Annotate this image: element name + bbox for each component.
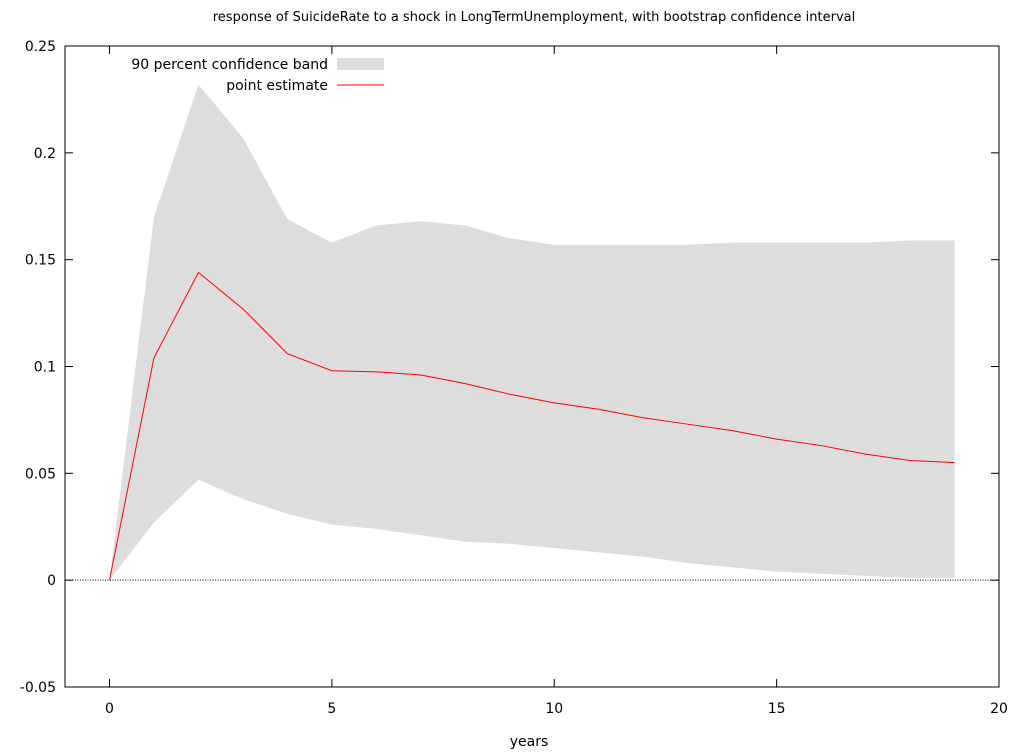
legend: 90 percent confidence band point estimat… [131, 57, 384, 94]
legend-label-confidence-band: 90 percent confidence band [131, 57, 328, 73]
y-tick-label: -0.05 [20, 680, 56, 696]
x-tick-label: 5 [327, 701, 336, 717]
y-tick-label: 0.05 [25, 466, 56, 482]
y-tick-label: 0.15 [25, 253, 56, 269]
x-tick-label: 10 [545, 701, 563, 717]
y-tick-label: 0.25 [25, 39, 56, 55]
x-tick-label: 15 [768, 701, 786, 717]
y-tick-label: 0.2 [34, 146, 56, 162]
x-tick-label: 20 [990, 701, 1008, 717]
x-axis-label: years [510, 734, 549, 750]
confidence-band-area [109, 84, 955, 581]
x-axis: 0 5 10 15 20 [105, 46, 1008, 717]
legend-label-point-estimate: point estimate [226, 78, 328, 94]
y-axis: -0.05 0 0.05 0.1 0.15 0.2 0.25 [20, 39, 999, 696]
x-tick-label: 0 [105, 701, 114, 717]
y-tick-label: 0 [47, 573, 56, 589]
y-tick-label: 0.1 [34, 360, 56, 376]
legend-swatch-confidence-band [337, 58, 384, 70]
plot-area [65, 84, 999, 581]
point-estimate-line [108, 271, 955, 581]
chart-title: response of SuicideRate to a shock in Lo… [213, 10, 855, 25]
